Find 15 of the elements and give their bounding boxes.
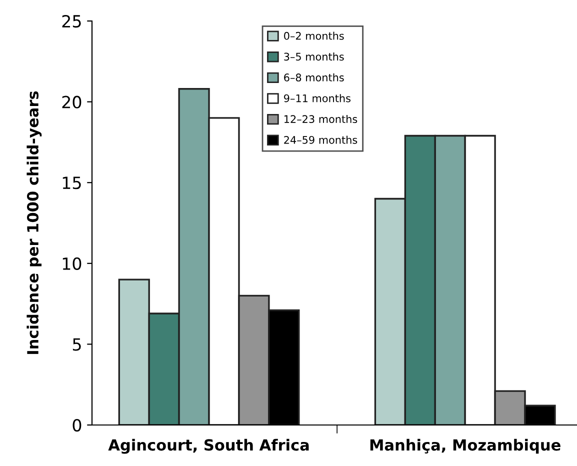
y-tick-label: 5: [72, 338, 81, 351]
y-tick-label: 0: [72, 418, 82, 432]
y-tick-label: 25: [62, 14, 81, 28]
y-tick-label: 10: [62, 257, 82, 270]
legend-label: 9–11 months: [284, 94, 350, 102]
legend-label: 0–2 months: [284, 32, 344, 40]
x-tick-label: Agincourt, South Africa: [108, 438, 309, 454]
x-tick-label: Manhiça, Mozambique: [370, 438, 560, 454]
legend-label: 3–5 months: [284, 52, 344, 61]
y-tick-label: 15: [62, 176, 81, 190]
legend-label: 6–8 months: [284, 73, 344, 82]
legend-label: 12–23 months: [284, 114, 358, 124]
legend-label: 24–59 months: [284, 136, 358, 144]
y-axis-title: Incidence per 1000 child-years: [26, 91, 42, 354]
y-tick-label: 20: [62, 96, 82, 108]
